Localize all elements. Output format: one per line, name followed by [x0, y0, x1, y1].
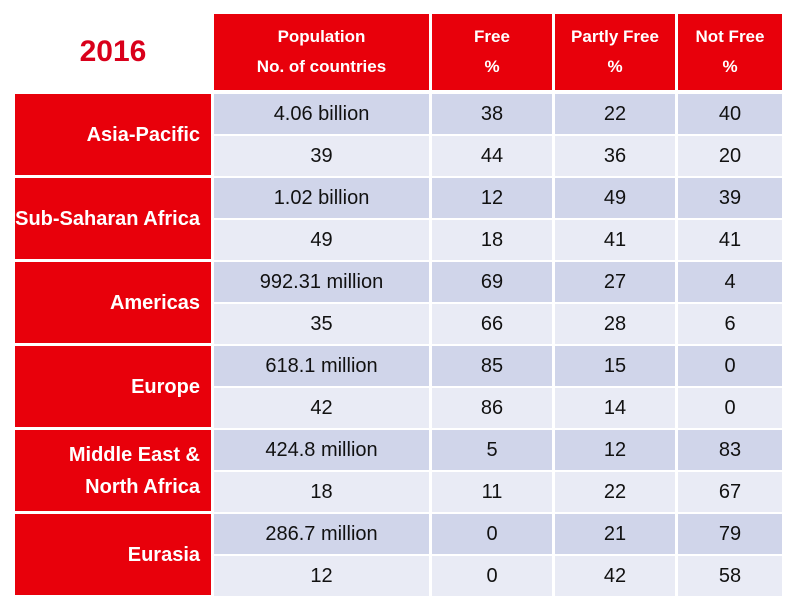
table-title: 2016: [79, 35, 147, 68]
table-cell: 79: [678, 514, 782, 556]
table-cell: 4.06 billion: [214, 94, 432, 136]
table-cell: 39: [214, 136, 432, 178]
table-cell: 0: [432, 556, 555, 598]
region-label: Sub-Saharan Africa: [15, 178, 211, 262]
column-header-line: No. of countries: [256, 57, 387, 76]
table-cell: 1.02 billion: [214, 178, 432, 220]
table-cell: 286.7 million: [214, 514, 432, 556]
column-header-partly-free: Partly Free %: [555, 14, 678, 90]
table-cell: 5: [432, 430, 555, 472]
table-cell: 18: [432, 220, 555, 262]
table-cell: 36: [555, 136, 678, 178]
table-cell: 66: [432, 304, 555, 346]
table-cell: 86: [432, 388, 555, 430]
column-header-free: Free %: [432, 14, 555, 90]
table-cell: 21: [555, 514, 678, 556]
table-cell: 85: [432, 346, 555, 388]
table-cell: 12: [555, 430, 678, 472]
table-cell: 11: [432, 472, 555, 514]
column-header-line: Population: [277, 27, 366, 46]
table-cell: 42: [555, 556, 678, 598]
table-cell: 0: [678, 346, 782, 388]
column-header-line: Not Free: [695, 27, 765, 46]
column-header-line: Free: [474, 27, 510, 46]
table-cell: 14: [555, 388, 678, 430]
table-cell: 18: [214, 472, 432, 514]
table-cell: 4: [678, 262, 782, 304]
table-cell: 20: [678, 136, 782, 178]
table-cell: 69: [432, 262, 555, 304]
region-label: Middle East & North Africa: [15, 430, 211, 514]
table-cell: 58: [678, 556, 782, 598]
table-cell: 15: [555, 346, 678, 388]
table-cell: 39: [678, 178, 782, 220]
table-cell: 618.1 million: [214, 346, 432, 388]
table-cell: 12: [432, 178, 555, 220]
table-cell: 41: [555, 220, 678, 262]
table-cell: 40: [678, 94, 782, 136]
table-cell: 12: [214, 556, 432, 598]
column-header-not-free: Not Free %: [678, 14, 782, 90]
table-cell: 35: [214, 304, 432, 346]
region-label: Americas: [15, 262, 211, 346]
region-label: Eurasia: [15, 514, 211, 598]
table-cell: 22: [555, 94, 678, 136]
table-cell: 42: [214, 388, 432, 430]
table-cell: 0: [678, 388, 782, 430]
table-cell: 67: [678, 472, 782, 514]
table-cell: 83: [678, 430, 782, 472]
table-cell: 0: [432, 514, 555, 556]
column-header-population: Population No. of countries: [214, 14, 432, 90]
table-cell: 41: [678, 220, 782, 262]
table-cell: 6: [678, 304, 782, 346]
column-header-line: %: [484, 57, 500, 76]
table-cell: 27: [555, 262, 678, 304]
table-cell: 44: [432, 136, 555, 178]
column-header-line: %: [607, 57, 623, 76]
table-cell: 992.31 million: [214, 262, 432, 304]
table-cell: 28: [555, 304, 678, 346]
table-cell: 49: [555, 178, 678, 220]
table-cell: 49: [214, 220, 432, 262]
column-header-line: %: [722, 57, 738, 76]
column-header-line: Partly Free: [571, 27, 659, 46]
region-label: Europe: [15, 346, 211, 430]
table-cell: 22: [555, 472, 678, 514]
region-label: Asia-Pacific: [15, 94, 211, 178]
table-cell: 424.8 million: [214, 430, 432, 472]
table-cell: 38: [432, 94, 555, 136]
